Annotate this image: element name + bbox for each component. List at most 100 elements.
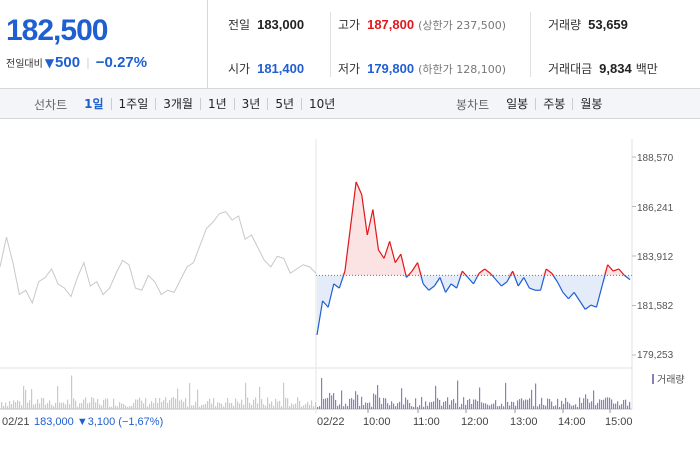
volume-bar <box>243 404 245 409</box>
stat-label: 전일 <box>228 18 251 32</box>
volume-bar <box>577 406 579 409</box>
today-price-segment <box>562 291 569 300</box>
today-price-segment <box>366 209 374 236</box>
volume-bar <box>89 402 91 409</box>
volume-bar <box>295 403 297 409</box>
today-price-segment <box>568 291 575 300</box>
volume-bar <box>137 399 139 409</box>
y-tick-label: 186,241 <box>637 203 674 214</box>
y-tick-label: 179,253 <box>637 350 674 361</box>
volume-bar <box>283 382 285 409</box>
down-area-fill <box>317 275 630 335</box>
change-rate: −0.27% <box>95 54 148 71</box>
volume-bar <box>299 400 301 409</box>
volume-bar <box>323 398 325 409</box>
today-price-segment <box>428 285 435 291</box>
tab-1year[interactable]: 1년 <box>199 98 234 110</box>
volume-bar <box>39 403 41 409</box>
volume-bar <box>267 397 269 409</box>
stat-label: 거래량 <box>548 18 582 32</box>
volume-bar <box>279 400 281 409</box>
stat-value: 9,834 <box>599 61 632 76</box>
today-price-segment <box>322 300 329 308</box>
volume-bar <box>507 401 509 409</box>
volume-bar <box>233 405 235 409</box>
today-price-segment <box>523 277 530 289</box>
today-price-segment <box>539 275 546 291</box>
volume-bar <box>611 399 613 409</box>
volume-bar <box>519 399 521 409</box>
volume-bar <box>221 403 223 409</box>
volume-bar <box>119 402 121 409</box>
tab-1week[interactable]: 1주일 <box>110 98 156 110</box>
stat-limit: (하한가 128,100) <box>418 62 507 76</box>
volume-bar <box>309 404 311 409</box>
tab-3month[interactable]: 3개월 <box>155 98 200 110</box>
today-price-segment <box>344 226 352 272</box>
tab-3year[interactable]: 3년 <box>233 98 268 110</box>
x-tick-label: 12:00 <box>461 416 489 428</box>
tab-5year[interactable]: 5년 <box>267 98 301 110</box>
today-price-segment <box>595 285 603 308</box>
volume-bar <box>263 404 265 409</box>
today-price-segment <box>601 275 606 287</box>
volume-bar <box>369 402 371 409</box>
x-tick-label: 13:00 <box>510 416 538 428</box>
candle-chart-title: 봉차트 <box>456 97 490 112</box>
volume-bar <box>467 399 469 409</box>
stat-label: 거래대금 <box>548 62 593 76</box>
tab-weekly[interactable]: 주봉 <box>535 98 572 110</box>
volume-bar <box>153 403 155 409</box>
line-chart-tabs: 선차트 1일 1주일 3개월 1년 3년 5년 10년 <box>34 89 342 119</box>
volume-bar <box>331 395 333 409</box>
volume-bar <box>87 403 89 409</box>
volume-bar <box>139 397 141 409</box>
volume-bar <box>391 401 393 409</box>
volume-bar <box>357 394 359 409</box>
today-price-segment <box>491 274 497 281</box>
volume-bar <box>461 403 463 409</box>
volume-bar <box>251 404 253 409</box>
volume-bar <box>71 375 73 409</box>
volume-bar <box>93 398 95 409</box>
volume-bar <box>291 403 293 409</box>
tab-10year[interactable]: 10년 <box>301 98 342 110</box>
tab-monthly[interactable]: 월봉 <box>572 98 609 110</box>
volume-bar <box>237 401 239 409</box>
volume-bar <box>427 405 429 409</box>
volume-bar <box>43 398 45 409</box>
volume-bar <box>183 401 185 409</box>
volume-bar <box>127 406 129 409</box>
volume-bar <box>327 397 329 409</box>
volume-bar <box>7 406 9 409</box>
today-price-segment <box>484 268 491 274</box>
volume-bar <box>209 398 211 409</box>
volume-bar <box>171 397 173 409</box>
volume-bar <box>91 397 93 409</box>
today-price-segment <box>316 300 324 335</box>
volume-bar <box>201 405 203 409</box>
volume-bar <box>559 406 561 409</box>
tab-daily[interactable]: 일봉 <box>506 97 529 111</box>
stat-label: 시가 <box>228 62 251 76</box>
volume-bar <box>121 403 123 409</box>
volume-bar <box>549 398 551 409</box>
volume-bar <box>257 403 259 409</box>
tab-1day[interactable]: 1일 <box>84 97 104 111</box>
today-price-segment <box>411 262 419 272</box>
time-axis: 02/21 183,000 ▼3,100 (−1,67%) 02/22 10:0… <box>2 416 633 428</box>
volume-bar <box>97 399 99 409</box>
volume-bar <box>387 403 389 409</box>
volume-bar <box>591 401 593 409</box>
volume-bar <box>593 390 595 409</box>
volume-bar <box>487 404 489 409</box>
volume-bar <box>349 398 351 409</box>
volume-bar <box>363 404 365 409</box>
today-price-segment <box>420 275 424 285</box>
today-price-segment <box>495 279 502 287</box>
volume-bar <box>315 402 317 409</box>
volume-bar <box>613 403 615 409</box>
volume-bar <box>33 404 35 409</box>
volume-bar <box>277 401 279 409</box>
today-price-segment <box>618 268 625 276</box>
